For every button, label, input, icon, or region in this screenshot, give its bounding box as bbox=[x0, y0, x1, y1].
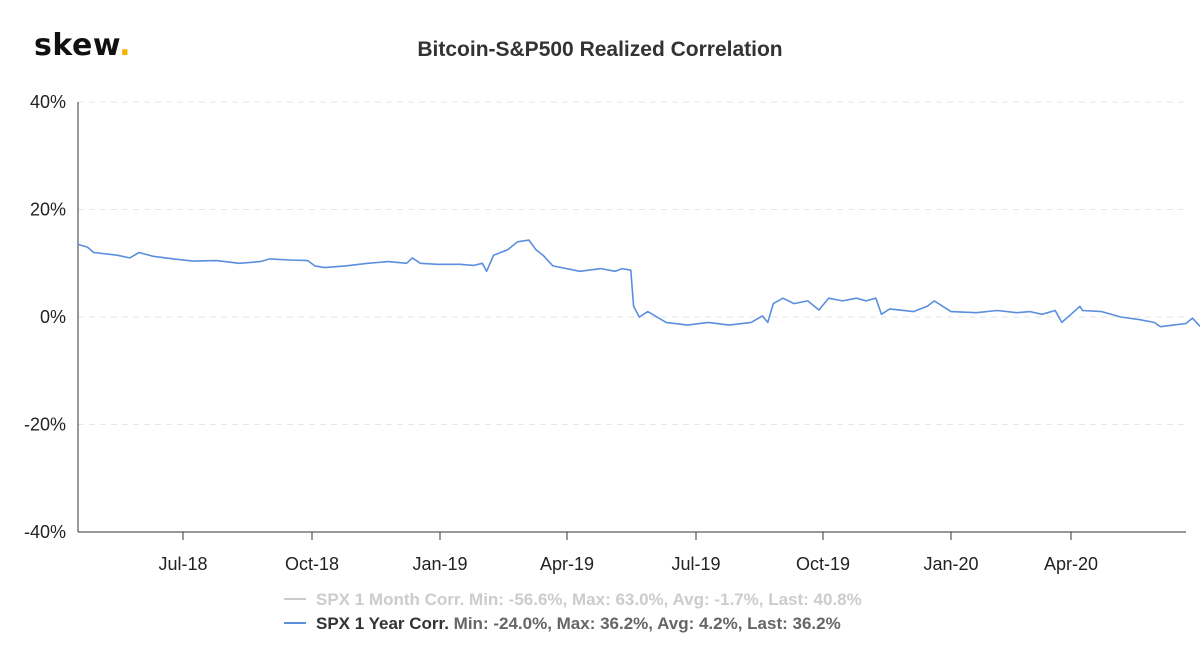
x-tick-label: Jan-19 bbox=[412, 554, 467, 574]
y-tick-label: -40% bbox=[24, 522, 66, 542]
legend-series-stats: Min: -56.6%, Max: 63.0%, Avg: -1.7%, Las… bbox=[469, 590, 862, 609]
legend-item-spx-1-year[interactable]: SPX 1 Year Corr. Min: -24.0%, Max: 36.2%… bbox=[284, 614, 841, 634]
x-tick-label: Apr-20 bbox=[1044, 554, 1098, 574]
x-tick-label: Jul-18 bbox=[158, 554, 207, 574]
legend-series-name: SPX 1 Year Corr. bbox=[316, 614, 449, 633]
legend-swatch bbox=[284, 621, 306, 624]
x-tick-label: Jul-19 bbox=[671, 554, 720, 574]
x-tick-label: Jan-20 bbox=[923, 554, 978, 574]
brand-dot: . bbox=[119, 28, 132, 63]
x-tick-label: Oct-19 bbox=[796, 554, 850, 574]
y-tick-label: 20% bbox=[30, 200, 66, 220]
y-tick-label: 40% bbox=[30, 92, 66, 112]
x-tick-label: Apr-19 bbox=[540, 554, 594, 574]
x-tick-label: Oct-18 bbox=[285, 554, 339, 574]
legend-swatch bbox=[284, 597, 306, 600]
legend-series-stats: Min: -24.0%, Max: 36.2%, Avg: 4.2%, Last… bbox=[453, 614, 841, 633]
legend-series-name: SPX 1 Month Corr. bbox=[316, 590, 465, 609]
y-tick-label: 0% bbox=[40, 307, 66, 327]
series-line bbox=[77, 239, 1200, 328]
y-tick-label: -20% bbox=[24, 415, 66, 435]
chart-title: Bitcoin-S&P500 Realized Correlation bbox=[417, 38, 783, 61]
legend-item-spx-1-month[interactable]: SPX 1 Month Corr. Min: -56.6%, Max: 63.0… bbox=[284, 590, 862, 610]
brand-logo: skew. bbox=[34, 28, 131, 63]
brand-name: skew bbox=[34, 28, 120, 63]
